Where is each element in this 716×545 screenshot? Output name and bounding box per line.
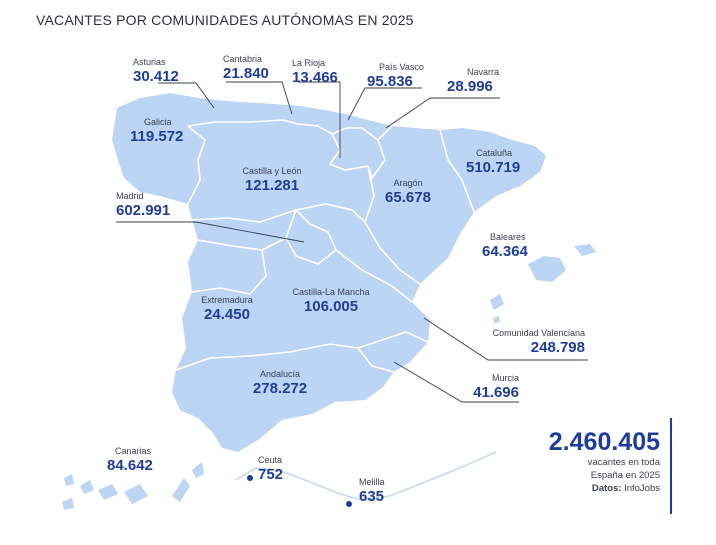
mainland-spain [112,93,546,452]
label-navarra: Navarra 28.996 [447,67,499,95]
paisvasco-value: 95.836 [367,73,413,90]
total-caption-2: España en 2025 [590,470,660,481]
aragon-name: Aragón [393,178,423,188]
label-andalucia: Andalucía 278.272 [253,369,307,397]
label-baleares: Baleares 64.364 [482,232,528,260]
asturias-value: 30.412 [133,68,179,85]
baleares-menorca [574,244,596,256]
label-murcia: Murcia 41.696 [473,373,519,401]
leader-lines [116,81,588,403]
canarias-islands [62,462,204,510]
total-source: Datos: InfoJobs [549,482,660,496]
region-borders [175,119,475,373]
baleares-mallorca [528,256,566,282]
galicia-value: 119.572 [130,128,184,145]
label-asturias: Asturias 30.412 [133,57,179,85]
label-castillalamancha: Castilla-La Mancha 106.005 [292,287,369,315]
extremadura-name: Extremadura [201,295,253,305]
cantabria-name: Cantabria [223,54,263,64]
paisvasco-name: País Vasco [379,62,424,72]
africa-coast [235,451,497,501]
ceuta-value: 752 [258,466,284,483]
label-paisvasco: País Vasco 95.836 [367,62,424,90]
total-accent-bar [670,418,672,514]
ceuta-name: Ceuta [258,455,283,465]
ceuta-dot [247,475,253,481]
canarias-value: 84.642 [107,457,153,474]
label-castillaleon: Castilla y León 121.281 [242,166,301,194]
extremadura-value: 24.450 [204,306,250,323]
cataluna-value: 510.719 [466,159,521,176]
label-galicia: Galicia 119.572 [130,117,183,145]
label-cataluna: Cataluña 510.719 [466,148,520,176]
label-larioja: La Rioja 13.466 [292,58,338,86]
andalucia-value: 278.272 [252,380,308,397]
melilla-value: 635 [359,488,385,505]
label-canarias: Canarias 84.642 [107,446,153,474]
navarra-value: 28.996 [447,78,493,95]
melilla-name: Melilla [359,477,385,487]
label-valenciana: Comunidad Valenciana 248.798 [493,328,585,356]
label-extremadura: Extremadura 24.450 [201,295,253,323]
galicia-name: Galicia [144,117,172,127]
cantabria-value: 21.840 [223,65,269,82]
baleares-ibiza [490,294,504,310]
castillaleon-name: Castilla y León [242,166,302,176]
total-summary: 2.460.405 vacantes en toda España en 202… [549,428,660,496]
larioja-value: 13.466 [292,69,338,86]
aragon-value: 65.678 [385,189,431,206]
label-melilla: Melilla 635 [359,477,385,505]
source-label: Datos: [591,483,622,494]
label-madrid: Madrid 602.991 [116,191,170,219]
madrid-name: Madrid [116,191,144,201]
map-title: VACANTES POR COMUNIDADES AUTÓNOMAS EN 20… [36,12,414,28]
cataluna-name: Cataluña [476,148,513,158]
melilla-dot [346,501,352,507]
baleares-name: Baleares [490,232,526,242]
castillalamancha-name: Castilla-La Mancha [292,287,370,297]
navarra-name: Navarra [467,67,500,77]
label-cantabria: Cantabria 21.840 [223,54,269,82]
canarias-name: Canarias [115,446,152,456]
baleares-formentera [493,316,500,323]
asturias-name: Asturias [133,57,166,67]
murcia-value: 41.696 [473,384,519,401]
andalucia-name: Andalucía [259,369,301,379]
castillaleon-value: 121.281 [244,177,300,194]
murcia-name: Murcia [491,373,519,383]
valenciana-name: Comunidad Valenciana [492,328,585,338]
larioja-name: La Rioja [292,58,326,68]
label-ceuta: Ceuta 752 [258,455,283,483]
baleares-value: 64.364 [482,243,528,260]
castillalamancha-value: 106.005 [303,298,359,315]
total-caption-1: vacantes en toda [587,457,660,468]
source-name: InfoJobs [624,483,660,494]
madrid-value: 602.991 [116,202,171,219]
label-aragon: Aragón 65.678 [385,178,431,206]
valenciana-value: 248.798 [530,339,585,356]
total-value: 2.460.405 [548,428,660,456]
